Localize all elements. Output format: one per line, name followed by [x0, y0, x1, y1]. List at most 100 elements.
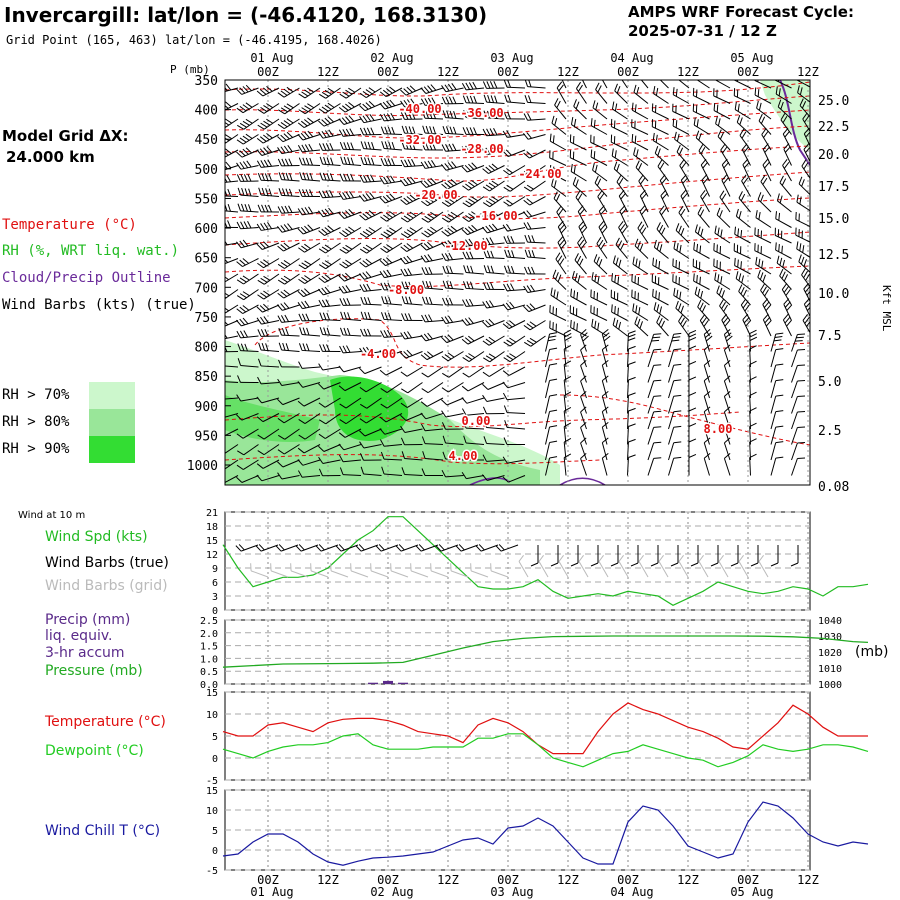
wind-barb — [523, 113, 546, 121]
wind-barb — [237, 187, 259, 197]
wind-barb — [297, 143, 321, 153]
wind-barb — [482, 196, 505, 208]
wind-barb — [379, 269, 403, 279]
wind-barb — [225, 203, 239, 213]
grid-wind-barb — [638, 555, 649, 578]
grid-wind-barb — [430, 563, 449, 578]
wind-barb — [502, 130, 526, 138]
label-pressure: Pressure (mb) — [45, 663, 143, 679]
wind-barb — [627, 330, 636, 352]
label-dewpoint: Dewpoint (°C) — [45, 743, 144, 759]
wind-barb — [647, 410, 662, 430]
wind-barb — [442, 265, 464, 275]
wind-barb — [652, 132, 669, 151]
precip-bar — [368, 682, 378, 684]
wind-barb — [236, 174, 259, 182]
wind-barb — [791, 364, 806, 383]
wind-barb — [481, 474, 505, 481]
bottom-time-tick-label: 00Z — [737, 873, 759, 887]
wind-barb — [672, 87, 690, 104]
surface-wind-barb — [295, 544, 319, 552]
label-temperature: Temperature (°C) — [45, 714, 166, 730]
temperature-contour-label: -8.00 — [388, 283, 424, 297]
wind-barb — [483, 250, 505, 259]
wind-barb — [339, 327, 362, 337]
wind-barb — [400, 437, 423, 446]
wind-barb — [237, 358, 259, 368]
pressure-tick-label: 900 — [195, 400, 218, 415]
wind-barb — [482, 210, 505, 221]
wind-barb — [503, 265, 526, 275]
wind-barb — [639, 205, 649, 228]
wind-barb — [601, 375, 609, 399]
wind-barb — [580, 344, 587, 368]
bottom-time-tick-label: 00Z — [617, 873, 639, 887]
wind-barb — [380, 227, 403, 239]
grid-wind-barb — [698, 555, 709, 578]
wind-barb — [580, 437, 587, 461]
wind-barb — [799, 98, 810, 120]
wind-barb — [647, 379, 662, 399]
wind-barb — [755, 256, 772, 275]
height-tick-label: 17.5 — [818, 180, 849, 195]
wind-barb — [339, 173, 362, 182]
surface-wind-barb — [335, 544, 359, 552]
wind-barb — [359, 127, 382, 136]
wind-barb — [442, 110, 464, 120]
surface-wind-barb — [770, 545, 779, 567]
wind-barb — [277, 242, 300, 252]
wind-barb — [338, 428, 362, 438]
wind-barb — [338, 443, 362, 451]
wind-barb — [716, 285, 731, 306]
temp-tick-label: 10 — [206, 710, 218, 721]
wind-barb — [256, 146, 280, 156]
wind-barb — [631, 102, 649, 120]
wind-barb — [612, 255, 628, 275]
grid-wind-barb — [390, 563, 409, 578]
surface-wind-barb — [670, 545, 679, 567]
wind-barb — [736, 114, 751, 135]
temperature-contour-label: -20.00 — [414, 188, 457, 202]
wind-barb — [225, 475, 239, 485]
wind-barb — [441, 410, 464, 418]
wind-barb — [278, 359, 300, 368]
wind-barb — [798, 254, 810, 275]
wind-barb — [318, 299, 341, 308]
wind-barb — [400, 227, 423, 239]
wind-barb — [461, 162, 485, 173]
bottom-time-tick-label: 12Z — [677, 873, 699, 887]
wind-barb — [802, 112, 810, 135]
top-time-tick-label: 00Z — [497, 65, 519, 79]
wind-barb — [639, 189, 649, 213]
wind-barb — [762, 313, 772, 337]
wind-barb — [400, 98, 423, 108]
surface-wind-barb — [750, 545, 759, 567]
wind-barb — [563, 453, 572, 476]
wind-barb — [573, 99, 587, 120]
wind-barb — [791, 410, 806, 430]
wind-barb — [441, 422, 464, 430]
wind-barb — [359, 242, 382, 254]
bottom-time-tick-label: 00Z — [257, 873, 279, 887]
wind-barb — [318, 382, 341, 390]
pressure-tick-label: 950 — [195, 429, 218, 444]
wind-barb — [278, 103, 300, 115]
legend-rh80-label: RH > 80% — [2, 414, 70, 430]
temperature-contour-label: 0.00 — [462, 414, 491, 428]
wind-barb — [557, 236, 567, 259]
wind-barb — [524, 266, 546, 275]
pressure-tick-label: 1030 — [818, 632, 842, 643]
wind-barb — [734, 101, 751, 120]
wind-barb — [651, 103, 669, 120]
height-tick-label: 7.5 — [818, 329, 841, 344]
pressure-line — [222, 635, 869, 668]
wind-barb — [676, 144, 690, 166]
wind-barb — [461, 144, 485, 154]
wind-barb — [713, 88, 731, 104]
surface-wind-barb — [590, 545, 599, 567]
wind-barb — [680, 189, 690, 213]
wind-barb — [598, 220, 608, 244]
top-day-label: 01 Aug — [250, 51, 293, 65]
wind-barb — [380, 126, 403, 135]
wind-barb — [400, 268, 423, 277]
